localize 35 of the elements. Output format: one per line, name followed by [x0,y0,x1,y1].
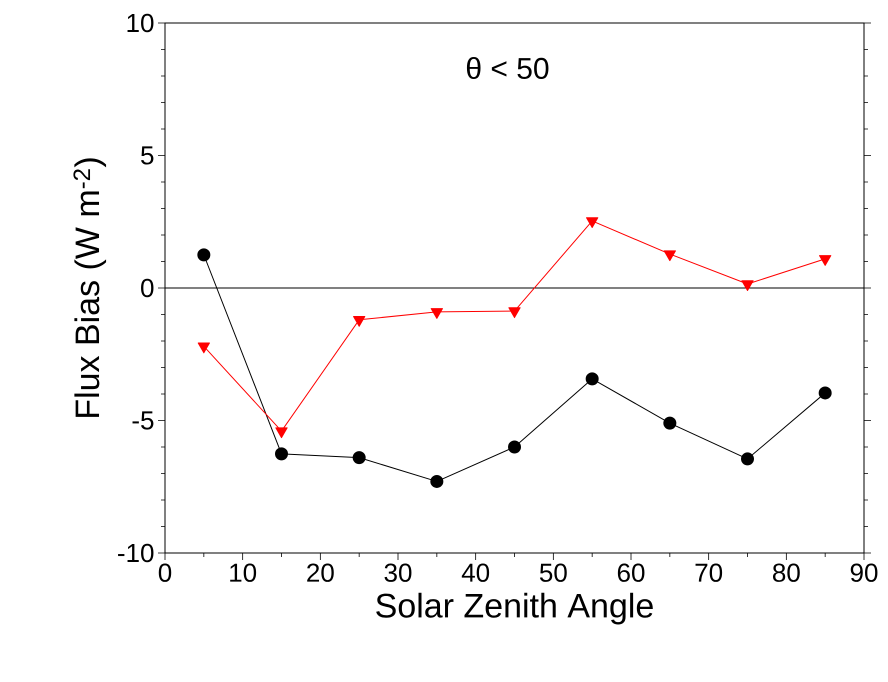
x-tick-label: 30 [384,564,412,582]
point [352,451,366,464]
annotation: θ < 50 [466,57,548,80]
point [663,416,676,430]
point [275,427,288,438]
point [353,316,366,327]
point [430,308,443,319]
y-tick-label: 10 [128,14,154,32]
x-tick-label: 80 [773,564,800,582]
x-axis-title: Solar Zenith Angle [376,592,653,624]
point [508,440,522,454]
x-tick-label: 70 [696,564,722,582]
y-tick-label: -5 [132,411,154,430]
y-tick-label: 5 [141,146,154,165]
y-tick-label: 0 [141,278,154,298]
y-axis-title: Flux Bias (W m$^{-2}$) [73,158,106,417]
point [586,372,599,386]
point [586,217,598,228]
x-tick-label: 50 [540,564,567,582]
point [508,307,521,318]
x-tick-label: 90 [850,564,878,582]
x-tick-label: 40 [462,564,490,582]
x-tick-label: 0 [158,564,172,582]
x-tick-label: 10 [230,564,256,582]
x-tick-label: 20 [307,564,334,582]
point [198,342,210,354]
point [741,452,754,466]
point [818,386,832,400]
point [664,250,676,262]
x-tick-label: 60 [618,564,644,582]
point [741,280,754,292]
point [430,474,444,488]
y-tick-label: -10 [118,544,154,562]
point [819,255,832,266]
point [275,447,288,460]
